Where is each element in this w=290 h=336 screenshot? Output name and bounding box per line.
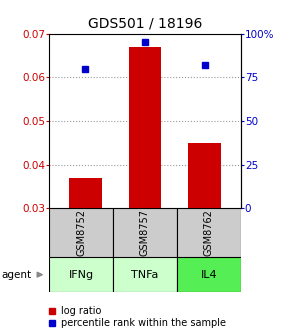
Text: TNFa: TNFa <box>131 270 159 280</box>
Text: IL4: IL4 <box>200 270 217 280</box>
Text: log ratio: log ratio <box>61 306 101 316</box>
Bar <box>128 47 162 208</box>
Bar <box>113 257 177 292</box>
Text: GDS501 / 18196: GDS501 / 18196 <box>88 17 202 31</box>
Text: GSM8752: GSM8752 <box>76 209 86 256</box>
Text: agent: agent <box>1 270 32 280</box>
Bar <box>177 208 241 257</box>
Bar <box>188 143 221 208</box>
Bar <box>113 208 177 257</box>
Bar <box>49 208 113 257</box>
Bar <box>69 178 101 208</box>
Bar <box>49 257 113 292</box>
Text: GSM8762: GSM8762 <box>204 209 214 256</box>
Text: GSM8757: GSM8757 <box>140 209 150 256</box>
Text: IFNg: IFNg <box>69 270 94 280</box>
Text: percentile rank within the sample: percentile rank within the sample <box>61 318 226 328</box>
Bar <box>177 257 241 292</box>
